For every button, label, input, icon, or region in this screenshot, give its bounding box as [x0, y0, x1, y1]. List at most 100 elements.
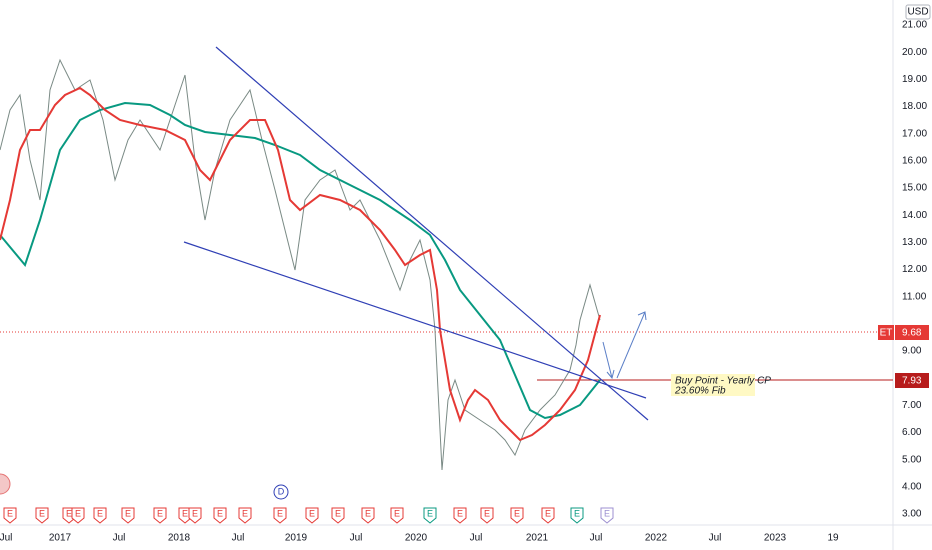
earnings-marker [93, 507, 107, 524]
earnings-label: E [66, 508, 72, 518]
earnings-marker [510, 507, 524, 524]
price-tick-label: 7.00 [902, 400, 922, 411]
earnings-marker [541, 507, 555, 524]
time-tick-label: Jul [0, 533, 12, 544]
earnings-label: E [427, 508, 433, 518]
price-tick-label: 3.00 [902, 509, 922, 520]
earnings-label: E [365, 508, 371, 518]
symbol-label: ET [880, 328, 893, 339]
earnings-label: E [277, 508, 283, 518]
time-tick-label: Jul [709, 533, 722, 544]
annotation-text: Buy Point - Yearly CP [675, 376, 771, 387]
earnings-marker [35, 507, 49, 524]
symbol-tag [878, 325, 894, 340]
earnings-label: E [394, 508, 400, 518]
price-tick-label: 15.00 [902, 183, 927, 194]
price-tick-label: 14.00 [902, 210, 927, 221]
time-tick-label: 2018 [168, 533, 191, 544]
dividend-marker [273, 484, 289, 500]
earnings-marker [480, 507, 494, 524]
price-tick-label: 5.00 [902, 454, 922, 465]
earnings-label: E [545, 508, 551, 518]
earnings-marker [3, 507, 17, 524]
earnings-label: E [157, 508, 163, 518]
price-tick-label: 13.00 [902, 237, 927, 248]
time-tick-label: 2019 [285, 533, 308, 544]
upper-trendline [215, 46, 649, 421]
price-tick-label: 17.00 [902, 128, 927, 139]
earnings-label: E [484, 508, 490, 518]
earnings-label: E [457, 508, 463, 518]
price-tick-label: 4.00 [902, 482, 922, 493]
earnings-label: E [574, 508, 580, 518]
earnings-label: E [182, 508, 188, 518]
annotation-text: 23.60% Fib [674, 386, 726, 397]
time-tick-label: 2020 [405, 533, 428, 544]
time-tick-label: Jul [113, 533, 126, 544]
earnings-label: E [125, 508, 131, 518]
earnings-marker [453, 507, 467, 524]
level-label: 7.93 [902, 376, 922, 387]
time-tick-label: Jul [470, 533, 483, 544]
earnings-marker [305, 507, 319, 524]
earnings-marker [600, 507, 614, 524]
time-tick-label: Jul [590, 533, 603, 544]
earnings-marker [273, 507, 287, 524]
earnings-marker [121, 507, 135, 524]
earnings-label: E [7, 508, 13, 518]
earnings-marker [361, 507, 375, 524]
time-tick-label: 19 [827, 533, 839, 544]
price-tick-label: 9.00 [902, 346, 922, 357]
annotation-box [671, 374, 755, 396]
projection-arrow-down [602, 341, 615, 380]
level-tag [895, 373, 929, 388]
price-tick-label: 21.00 [902, 20, 927, 31]
price-tick-label: 12.00 [902, 264, 927, 275]
earnings-marker [153, 507, 167, 524]
price-tick-label: 6.00 [902, 427, 922, 438]
earnings-label: E [604, 508, 610, 518]
earnings-label: E [242, 508, 248, 518]
earnings-label: E [97, 508, 103, 518]
time-tick-label: 2023 [764, 533, 787, 544]
earnings-marker [423, 507, 437, 524]
projection-arrow-up [616, 311, 647, 379]
currency-badge[interactable] [905, 4, 931, 20]
price-tick-label: 16.00 [902, 155, 927, 166]
price-tick-label: 20.00 [902, 47, 927, 58]
last-price-tag [895, 325, 929, 340]
earnings-label: E [75, 508, 81, 518]
earnings-marker [71, 507, 85, 524]
dividend-label: D [278, 486, 285, 496]
earnings-marker [213, 507, 227, 524]
earnings-label: E [39, 508, 45, 518]
alert-marker [0, 473, 11, 495]
time-tick-label: Jul [350, 533, 363, 544]
earnings-marker [570, 507, 584, 524]
time-tick-label: 2022 [645, 533, 668, 544]
price-tick-label: 18.00 [902, 101, 927, 112]
earnings-marker [238, 507, 252, 524]
fast-moving-average [0, 86, 601, 442]
earnings-label: E [335, 508, 341, 518]
slow-moving-average [0, 101, 601, 420]
generated: 21.00 20.00 19.00 18.00 17.00 16.00 15.00 14.00… [0, 20, 927, 544]
time-tick-label: 2017 [49, 533, 72, 544]
lower-trendline [183, 241, 647, 399]
earnings-label: E [217, 508, 223, 518]
price-series [0, 58, 601, 471]
earnings-label: E [309, 508, 315, 518]
earnings-label: E [192, 508, 198, 518]
earnings-label: E [514, 508, 520, 518]
last-price-label: 9.68 [902, 328, 922, 339]
earnings-marker [188, 507, 202, 524]
earnings-marker [331, 507, 345, 524]
currency-label: USD [907, 7, 928, 18]
earnings-marker [390, 507, 404, 524]
time-tick-label: Jul [232, 533, 245, 544]
price-tick-label: 19.00 [902, 74, 927, 85]
time-tick-label: 2021 [526, 533, 549, 544]
price-tick-label: 11.00 [902, 291, 927, 302]
